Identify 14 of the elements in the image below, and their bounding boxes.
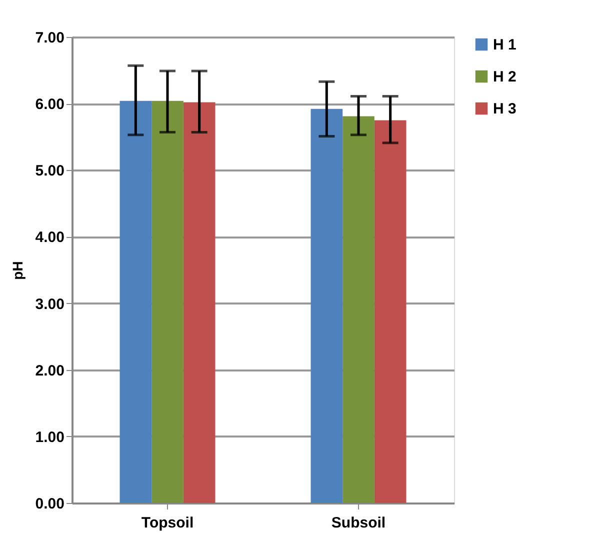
y-axis-title: pH [9, 261, 26, 280]
x-tick-label: Topsoil [141, 514, 194, 532]
y-tick-label: 1.00 [35, 428, 64, 446]
y-tick-label: 2.00 [35, 362, 64, 380]
y-tick-label: 0.00 [35, 496, 64, 512]
y-tick-label: 5.00 [35, 162, 64, 180]
legend-label: H 3 [493, 100, 516, 118]
legend-label: H 1 [493, 36, 516, 54]
y-tick-label: 3.00 [35, 296, 64, 313]
y-tick-label: 7.00 [35, 30, 64, 46]
y-tick-label: 4.00 [35, 229, 64, 246]
x-tick-label: Subsoil [331, 514, 386, 532]
y-tick-label: 6.00 [35, 96, 64, 114]
legend-label: H 2 [493, 68, 516, 86]
